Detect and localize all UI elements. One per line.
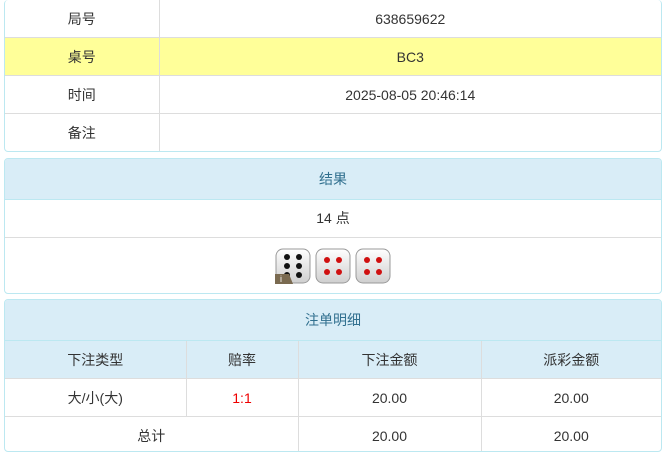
result-points: 14 点 [5, 200, 661, 238]
col-amount: 下注金额 [297, 341, 482, 379]
bet-amount: 20.00 [297, 378, 482, 417]
table-id: BC3 [158, 37, 661, 76]
round-id-row: 局号 638659622 [5, 0, 661, 38]
total-row: 总计 20.00 20.00 [5, 416, 661, 451]
col-odds: 赔率 [185, 341, 299, 379]
label: 桌号 [5, 37, 160, 76]
table-row: 大/小(大) 1:1 20.00 20.00 [5, 378, 661, 417]
info-badge: i [280, 274, 282, 284]
bet-detail-panel: 注单明细 下注类型 赔率 下注金额 派彩金额 大/小(大) 1:1 20.00 … [4, 299, 662, 452]
round-info-panel: 局号 638659622 桌号 BC3 时间 2025-08-05 20:46:14 … [4, 0, 662, 152]
bet-type: 大/小(大) [5, 378, 187, 417]
time-row: 时间 2025-08-05 20:46:14 [5, 75, 661, 114]
header-row: 下注类型 赔率 下注金额 派彩金额 [5, 341, 661, 379]
total-label: 总计 [5, 416, 299, 451]
odds: 1:1 [185, 378, 299, 417]
result-panel: 结果 14 点 i [4, 158, 662, 294]
die-4-icon [355, 248, 391, 284]
col-bet-type: 下注类型 [5, 341, 187, 379]
round-info-table: 局号 638659622 桌号 BC3 时间 2025-08-05 20:46:14 … [5, 0, 661, 151]
label: 时间 [5, 75, 160, 114]
total-payout: 20.00 [480, 416, 661, 451]
total-amount: 20.00 [297, 416, 482, 451]
col-payout: 派彩金额 [480, 341, 661, 379]
payout: 20.00 [480, 378, 661, 417]
die-6-icon: i [275, 248, 311, 284]
round-id: 638659622 [158, 0, 661, 38]
die-4-icon [315, 248, 351, 284]
label: 局号 [5, 0, 160, 38]
remark [158, 113, 661, 151]
bet-table: 下注类型 赔率 下注金额 派彩金额 大/小(大) 1:1 20.00 20.00… [5, 341, 661, 451]
remark-row: 备注 [5, 113, 661, 151]
result-title: 结果 [5, 159, 661, 200]
label: 备注 [5, 113, 160, 151]
table-id-row: 桌号 BC3 [5, 37, 661, 76]
time: 2025-08-05 20:46:14 [158, 75, 661, 114]
dice-row: i [5, 238, 661, 293]
bet-detail-title: 注单明细 [5, 300, 661, 341]
